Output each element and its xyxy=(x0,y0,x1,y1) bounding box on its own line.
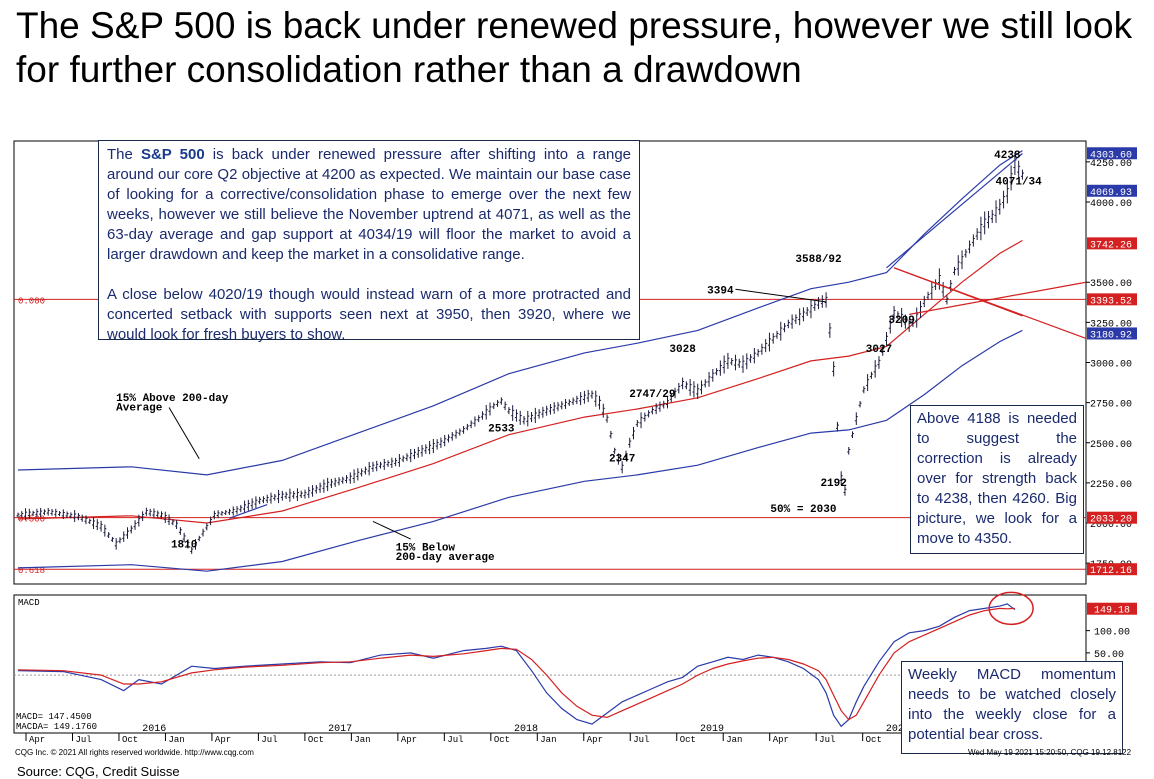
macda-value-label: MACDA= 149.1760 xyxy=(16,722,97,732)
upper-envelope-label: 15% Above 200-day xyxy=(116,393,229,405)
macd-value-label: MACD= 147.4500 xyxy=(16,712,92,722)
price-tag xyxy=(1087,511,1137,524)
macd-panel-label: MACD xyxy=(18,598,40,608)
macd-tick-label: 100.00 xyxy=(1094,628,1130,639)
price-tick-label: 2000.00 xyxy=(1090,520,1132,531)
price-chart: 1750.002000.002250.002500.002750.003000.… xyxy=(13,140,1137,745)
price-tick-label: 4000.00 xyxy=(1090,199,1132,210)
price-tick-label: 4250.00 xyxy=(1090,159,1132,170)
x-tick-label: Jul xyxy=(75,735,91,745)
macd-highlight-circle xyxy=(988,591,1034,626)
resistance-note-box: Above 4188 is needed to suggest the corr… xyxy=(910,405,1084,554)
downtrend-extension xyxy=(893,267,1087,339)
x-tick-label: Apr xyxy=(29,735,45,745)
lower-envelope-label-2: 200-day average xyxy=(396,552,495,564)
price-tag xyxy=(1087,563,1137,576)
macd-note-box: Weekly MACD momentum needs to be watched… xyxy=(901,661,1123,754)
lower-envelope-arrow xyxy=(372,520,411,540)
price-tag xyxy=(1087,147,1137,160)
price-tag-label: 4069.93 xyxy=(1090,188,1132,199)
analysis-paragraph-1: The S&P 500 is back under renewed pressu… xyxy=(107,146,632,263)
price-tag xyxy=(1087,293,1137,306)
analysis-paragraph-2: A close below 4020/19 though would inste… xyxy=(107,286,631,343)
price-tick-label: 3000.00 xyxy=(1090,360,1132,371)
price-annotation: 3209 xyxy=(888,315,914,327)
price-annotation: 2192 xyxy=(820,478,846,490)
analysis-box: The S&P 500 is back under renewed pressu… xyxy=(98,140,640,343)
fib-level-label: 0.500 xyxy=(18,515,45,525)
x-tick-label: Oct xyxy=(866,735,882,745)
x-tick-label: Oct xyxy=(308,735,324,745)
price-tag xyxy=(1087,237,1137,250)
price-annotation: 3027 xyxy=(866,344,892,356)
price-tick-label: 2250.00 xyxy=(1090,480,1132,491)
copyright-notice: CQG Inc. © 2021 All rights reserved worl… xyxy=(15,748,254,757)
price-annotation: 3394 xyxy=(707,285,734,297)
year-label: 2016 xyxy=(142,724,166,735)
fib-level-label: 0.618 xyxy=(18,566,45,576)
early-trend-line xyxy=(229,503,268,519)
price-annotation: 50% = 2030 xyxy=(770,504,836,516)
crossing-line xyxy=(909,281,1087,315)
price-annotation: 2533 xyxy=(488,423,515,435)
year-label: 2019 xyxy=(700,724,724,735)
price-tag-label: 3742.26 xyxy=(1090,240,1132,251)
price-tick-label: 3250.00 xyxy=(1090,319,1132,330)
upper-envelope-line xyxy=(17,150,1023,476)
x-tick-label: Oct xyxy=(122,735,138,745)
year-label: 2018 xyxy=(514,724,538,735)
macd-tag-label: 149.18 xyxy=(1094,606,1130,617)
upper-envelope-arrow xyxy=(168,407,200,460)
x-tick-label: Apr xyxy=(773,735,789,745)
page-title: The S&P 500 is back under renewed pressu… xyxy=(16,5,1133,90)
macd-line xyxy=(17,603,1016,728)
x-tick-label: Jan xyxy=(354,735,370,745)
fib-level-label: 0.000 xyxy=(18,296,45,306)
x-tick-label: Jul xyxy=(819,735,835,745)
macd-tag xyxy=(1087,602,1137,615)
price-tag-label: 2033.20 xyxy=(1090,515,1132,526)
x-tick-label: Jul xyxy=(447,735,463,745)
price-tick-label: 2500.00 xyxy=(1090,440,1132,451)
price-tick-label: 3500.00 xyxy=(1090,279,1132,290)
price-annotation: 4238 xyxy=(994,150,1021,162)
price-annotation: 4071/34 xyxy=(996,177,1043,189)
price-annotation: 3028 xyxy=(669,344,696,356)
timestamp: Wed May 19 2021 15:20:50, CQG 19.12.8122 xyxy=(968,748,1132,757)
x-tick-label: Jul xyxy=(261,735,277,745)
price-annotation: 2747/29 xyxy=(629,389,675,401)
lower-envelope-line xyxy=(17,329,1023,572)
price-tag xyxy=(1087,327,1137,340)
price-tick-label: 2750.00 xyxy=(1090,400,1132,411)
year-label: 2017 xyxy=(328,724,352,735)
x-tick-label: Apr xyxy=(401,735,417,745)
price-annotation: 2347 xyxy=(609,453,635,465)
price-tag-label: 3393.52 xyxy=(1090,296,1132,307)
x-tick-label: Jan xyxy=(726,735,742,745)
macda-line xyxy=(17,607,1015,721)
ticker-highlight: S&P 500 xyxy=(140,146,205,163)
price-tag-label: 1712.16 xyxy=(1090,566,1132,577)
source-note: Source: CQG, Credit Suisse xyxy=(17,764,180,779)
x-tick-label: Jul xyxy=(633,735,649,745)
uptrend-line xyxy=(886,153,1023,269)
upper-envelope-label-2: Average xyxy=(116,403,163,415)
price-tag xyxy=(1087,184,1137,197)
x-tick-label: Oct xyxy=(680,735,696,745)
x-tick-label: Jan xyxy=(168,735,184,745)
lower-envelope-label: 15% Below xyxy=(396,542,456,554)
price-tag-label: 3180.92 xyxy=(1090,330,1132,341)
price-tag-label: 4303.60 xyxy=(1090,150,1132,161)
x-tick-label: Apr xyxy=(215,735,231,745)
macd-tick-label: 50.00 xyxy=(1094,650,1124,661)
annotation-arrow xyxy=(735,288,827,303)
x-tick-label: Apr xyxy=(587,735,603,745)
x-tick-label: Jan xyxy=(540,735,556,745)
year-label: 2020 xyxy=(886,724,910,735)
price-annotation: 1810 xyxy=(171,540,197,552)
price-annotation: 3588/92 xyxy=(795,254,841,266)
x-tick-label: Oct xyxy=(494,735,510,745)
